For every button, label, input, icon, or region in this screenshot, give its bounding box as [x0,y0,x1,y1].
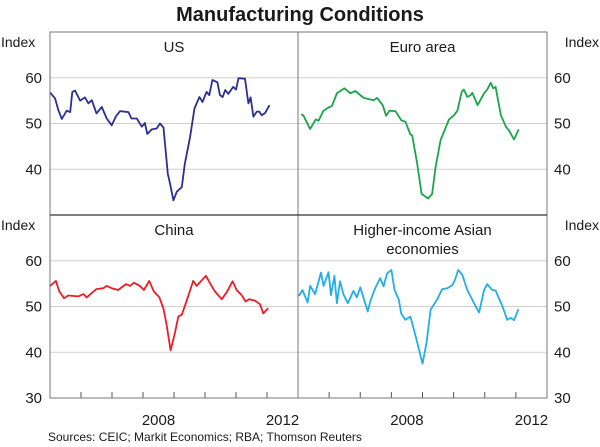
y-tick-label-left: 50 [25,116,42,133]
y-tick-label-left: 30 [25,390,42,407]
y-tick-label-left: 60 [25,253,42,270]
y-axis-label-left: Index [1,34,35,50]
source-note: Sources: CEIC; Markit Economics; RBA; Th… [48,430,362,444]
y-tick-label-right: 30 [554,390,571,407]
panel-title: US [164,39,185,56]
y-tick-label-right: 40 [554,344,571,361]
panel-title: Higher-income Asian [353,222,491,239]
y-tick-label-right: 60 [554,253,571,270]
panel-title: Euro area [390,39,457,56]
y-axis-label-right: Index [565,34,599,50]
x-tick-label: 2012 [515,412,548,429]
x-tick-label: 2008 [142,412,175,429]
y-axis-label-left: Index [1,217,35,233]
series-line-china [49,274,269,352]
y-tick-label-left: 40 [25,344,42,361]
panel-title: China [154,222,194,239]
y-tick-label-left: 50 [25,299,42,316]
series-line-higher-income-asian-economies [298,268,520,365]
chart-title: Manufacturing Conditions [176,4,424,26]
y-tick-label-right: 40 [554,161,571,178]
y-axis-label-right: Index [565,217,599,233]
series-line-euro-area [300,81,520,200]
x-tick-label: 2012 [266,412,299,429]
x-tick-label: 2008 [390,412,423,429]
y-tick-label-right: 50 [554,116,571,133]
panel-title: economies [386,241,459,258]
y-tick-label-left: 60 [25,70,42,87]
y-tick-label-right: 50 [554,299,571,316]
y-tick-label-left: 40 [25,161,42,178]
series-line-us [49,77,271,202]
y-tick-label-right: 60 [554,70,571,87]
